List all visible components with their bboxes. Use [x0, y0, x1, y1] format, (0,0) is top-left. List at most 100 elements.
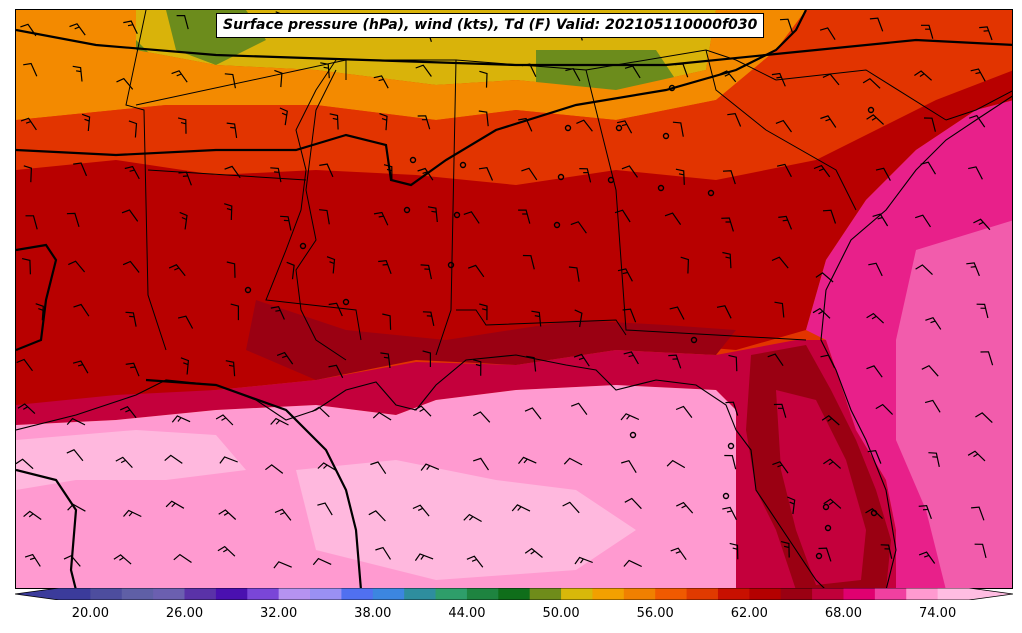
- wind-barb: [177, 117, 187, 134]
- wind-barb: [866, 312, 885, 324]
- wind-barb: [915, 214, 932, 228]
- wind-barb: [865, 508, 883, 520]
- wind-barb: [328, 364, 344, 379]
- wind-barb: [370, 461, 387, 475]
- colorbar-segment: [153, 588, 186, 600]
- wind-barb: [669, 306, 685, 320]
- wind-barb: [116, 77, 134, 90]
- wind-barb: [375, 546, 392, 560]
- wind-barb: [815, 272, 834, 283]
- wind-barb: [867, 450, 882, 464]
- wind-barb: [463, 513, 482, 523]
- wind-barb: [478, 167, 494, 181]
- wind-barb: [115, 456, 133, 469]
- map-title: Surface pressure (hPa), wind (kts), Td (…: [216, 13, 765, 38]
- field-band-74-east: [896, 220, 1012, 588]
- wind-barb: [918, 551, 936, 564]
- wind-barb: [179, 211, 188, 230]
- wind-barb: [16, 458, 34, 470]
- wind-barb: [20, 117, 37, 131]
- wind-barb: [113, 554, 132, 565]
- wind-barbs: [16, 11, 994, 569]
- wind-barb: [915, 264, 933, 276]
- wind-barb: [72, 65, 83, 82]
- wind-barb: [728, 354, 738, 372]
- wind-barb: [417, 115, 431, 130]
- wind-barb: [279, 107, 288, 126]
- colorbar-segment: [812, 588, 844, 600]
- wind-barb: [574, 309, 583, 328]
- wind-barb: [617, 268, 633, 282]
- wind-barb: [664, 212, 682, 225]
- wind-barb: [568, 266, 580, 282]
- wind-barb: [217, 545, 236, 557]
- wind-barb: [380, 352, 391, 368]
- wind-barb: [924, 399, 941, 413]
- wind-barb: [780, 541, 790, 558]
- colorbar-segment: [749, 588, 782, 600]
- wind-barb: [579, 168, 592, 183]
- wind-barb: [574, 556, 593, 565]
- colorbar-segment: [90, 588, 123, 600]
- wind-barb: [68, 260, 86, 273]
- wind-barb: [123, 509, 142, 518]
- wind-barb: [173, 553, 192, 563]
- wind-barb: [329, 113, 339, 130]
- wind-barb: [570, 402, 588, 415]
- wind-barb: [725, 401, 739, 416]
- wind-barb: [171, 70, 188, 83]
- wind-barb: [975, 412, 993, 424]
- wind-barb: [779, 18, 793, 33]
- wind-barb: [417, 167, 434, 181]
- wind-barb: [620, 413, 640, 421]
- wind-barb: [624, 497, 642, 510]
- wind-barb: [177, 315, 194, 329]
- colorbar-segment: [874, 588, 907, 600]
- wind-barb: [317, 502, 333, 516]
- wind-barb: [968, 166, 983, 180]
- wind-barb: [273, 561, 292, 569]
- wind-barb: [570, 221, 587, 234]
- wind-barb: [675, 405, 693, 418]
- wind-barb: [276, 351, 294, 365]
- wind-barb: [813, 164, 831, 178]
- wind-barb: [928, 452, 940, 468]
- wind-barb: [165, 500, 185, 509]
- wind-barb: [124, 165, 140, 180]
- wind-barb: [23, 62, 38, 77]
- wind-barb: [622, 308, 637, 323]
- colorbar-segment: [717, 588, 750, 600]
- wind-barb: [563, 457, 583, 466]
- wind-barb: [479, 303, 488, 321]
- colorbar-segment: [341, 588, 374, 600]
- wind-barb: [412, 504, 430, 517]
- wind-barb: [414, 553, 434, 561]
- wind-barb: [35, 303, 44, 321]
- wind-barb: [274, 508, 292, 521]
- wind-barb: [122, 260, 140, 273]
- wind-barb: [479, 70, 488, 88]
- wind-barb: [875, 403, 894, 415]
- wind-barb: [773, 403, 787, 418]
- wind-barb: [119, 405, 137, 419]
- wind-barb: [674, 63, 689, 78]
- wind-barb: [623, 559, 642, 568]
- wind-barb: [787, 496, 796, 515]
- wind-barb: [274, 69, 283, 88]
- wind-barb: [270, 167, 282, 183]
- wind-barb: [23, 165, 33, 183]
- wind-barb: [680, 256, 690, 274]
- wind-barb: [463, 211, 480, 224]
- wind-barb: [21, 258, 31, 275]
- colorbar-segment: [435, 588, 468, 600]
- wind-barb: [168, 264, 186, 277]
- colorbar-tick-label: 26.00: [165, 606, 204, 621]
- wind-barb: [422, 350, 431, 367]
- wind-barb: [866, 114, 885, 125]
- river: [295, 69, 347, 361]
- wind-barb: [672, 121, 684, 137]
- wind-barb: [775, 119, 792, 133]
- wind-barb: [822, 73, 840, 86]
- colorbar-segment: [466, 588, 499, 600]
- wind-barb: [531, 310, 542, 327]
